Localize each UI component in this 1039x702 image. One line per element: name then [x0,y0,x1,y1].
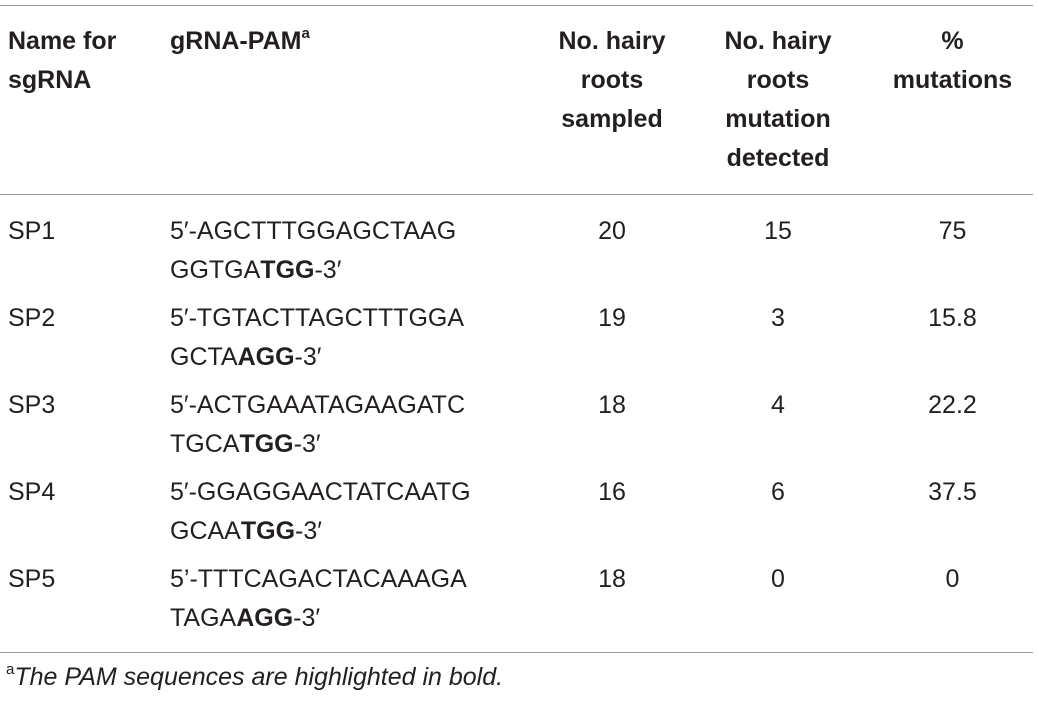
footnote-marker: a [6,660,15,678]
sequence-line: 5’-TTTCAGACTACAAAGA [170,565,467,593]
sgrna-name: SP5 [8,565,56,593]
detected-count: 4 [771,391,785,419]
header-cell: No. hairy roots sampled [558,27,666,133]
pam: TGG [260,256,315,284]
bottom-rule [0,652,1033,653]
grna-sequence: 5′-ACTGAAATAGAAGATC TGCATGG-3′ [170,386,530,464]
sequence-part: GCTA [170,343,238,371]
header-cell: gRNA-PAMa [170,22,470,61]
sgrna-name: SP3 [8,391,56,419]
sequence-part: GGTGA [170,256,261,284]
header-cell: No. hairy roots mutation detected [724,27,832,172]
sequence-part: TGCA [170,430,240,458]
sequence-line: GCTAAGG-3′ [170,338,530,377]
header-cell: Name for sgRNA [8,27,117,94]
pam: AGG [237,343,295,371]
sequence-line: 5′-GGAGGAACTATCAATG [170,478,471,506]
sgrna-name: SP4 [8,478,56,506]
mutation-percent: 22.2 [928,391,977,419]
sampled-count: 19 [598,304,626,332]
footnote: aThe PAM sequences are highlighted in bo… [6,660,504,692]
sgrna-name: SP1 [8,217,56,245]
header-text: gRNA-PAM [170,27,302,55]
sgrna-name: SP2 [8,304,56,332]
sampled-count: 16 [598,478,626,506]
sequence-part: GCAA [170,517,241,545]
sequence-end: -3′ [293,430,321,458]
sequence-line: TGCATGG-3′ [170,425,530,464]
header-rule [0,194,1033,195]
detected-count: 6 [771,478,785,506]
sequence-line: 5′-TGTACTTAGCTTTGGA [170,304,465,332]
grna-sequence: 5’-TTTCAGACTACAAAGA TAGAAGG-3′ [170,560,530,638]
sequence-line: TAGAAGG-3′ [170,599,530,638]
mutation-percent: 37.5 [928,478,977,506]
sampled-count: 18 [598,391,626,419]
sampled-count: 20 [598,217,626,245]
sampled-count: 18 [598,565,626,593]
detected-count: 0 [771,565,785,593]
sequence-line: GCAATGG-3′ [170,512,530,551]
footnote-marker: a [301,24,310,42]
grna-sequence: 5′-GGAGGAACTATCAATG GCAATGG-3′ [170,473,530,551]
top-rule [0,5,1033,6]
sequence-end: -3′ [293,604,321,632]
mutation-percent: 75 [938,217,967,245]
pam: AGG [236,604,294,632]
grna-sequence: 5′-TGTACTTAGCTTTGGA GCTAAGG-3′ [170,299,530,377]
mutation-percent: 0 [945,565,960,593]
sequence-part: TAGA [170,604,237,632]
sequence-end: -3′ [295,517,322,545]
footnote-text: The PAM sequences are highlighted in bol… [14,663,504,691]
pam: TGG [240,517,296,545]
header-cell: % mutations [892,27,1013,94]
sequence-line: 5′-ACTGAAATAGAAGATC [170,391,466,419]
sequence-line: 5′-AGCTTTGGAGCTAAG [170,217,457,245]
sequence-line: GGTGATGG-3′ [170,251,530,290]
detected-count: 3 [771,304,785,332]
pam: TGG [239,430,294,458]
detected-count: 15 [764,217,792,245]
mutation-percent: 15.8 [928,304,977,332]
grna-sequence: 5′-AGCTTTGGAGCTAAG GGTGATGG-3′ [170,212,530,290]
sequence-end: -3′ [294,343,322,371]
sequence-end: -3′ [314,256,342,284]
